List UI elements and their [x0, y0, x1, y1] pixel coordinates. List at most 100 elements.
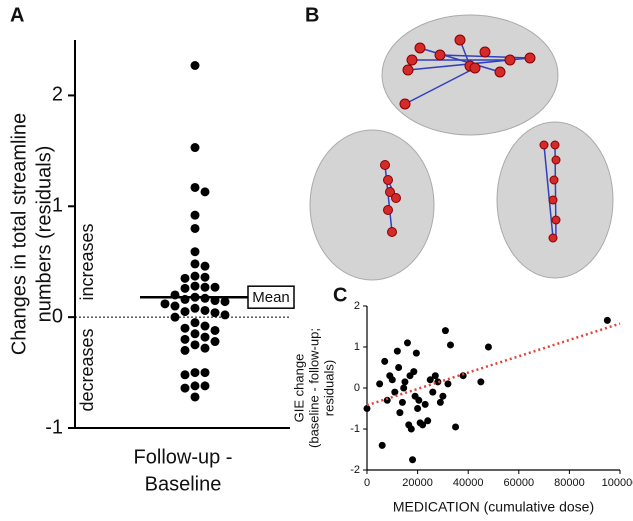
data-point [431, 372, 439, 380]
mean-box [247, 285, 295, 309]
data-point [396, 409, 404, 417]
data-point [200, 368, 210, 378]
data-point [190, 392, 200, 402]
data-point [200, 261, 210, 271]
nodes [380, 34, 561, 243]
data-point [407, 425, 415, 433]
data-point [180, 334, 190, 344]
data-point [180, 307, 190, 317]
data-point [190, 271, 200, 281]
data-point [444, 380, 452, 388]
data-point [419, 421, 427, 429]
data-point [190, 303, 200, 313]
data-point [383, 396, 391, 404]
y-tick-label: 1 [354, 341, 360, 353]
y-axis-label: GIE change [291, 354, 306, 423]
data-point [403, 339, 411, 347]
data-point [210, 282, 220, 292]
annotation: increases [77, 223, 97, 300]
panel-label: A [10, 4, 24, 26]
x-tick-label: 100000 [602, 477, 633, 489]
data-point [376, 380, 384, 388]
data-point [378, 441, 386, 449]
y-axis-label: residuals) [321, 360, 336, 416]
data-point [190, 381, 200, 391]
x-tick-label: Follow-up - [134, 446, 233, 468]
data-point [190, 329, 200, 339]
data-point [400, 384, 408, 392]
data-point [160, 299, 170, 309]
data-point [170, 312, 180, 322]
y-axis-label: (baseline - follow-up; [306, 328, 321, 448]
data-point [200, 332, 210, 342]
x-tick-label: Baseline [145, 473, 222, 495]
x-tick-label: 40000 [453, 477, 484, 489]
y-tick-label: 1 [52, 195, 63, 217]
data-point [200, 381, 210, 391]
data-point [409, 456, 417, 464]
panel-label: C [333, 284, 347, 306]
data-point [200, 343, 210, 353]
brain-sagittal [381, 14, 559, 136]
data-point [410, 368, 418, 376]
annotation: decreases [77, 328, 97, 411]
brain-views: B [305, 4, 614, 281]
data-point [180, 273, 190, 283]
data-point [398, 398, 406, 406]
mean-label: Mean [252, 289, 290, 306]
y-axis-label: numbers (residuals) [33, 146, 55, 323]
data-point [190, 340, 200, 350]
data-point [484, 343, 492, 351]
data-point [220, 297, 230, 307]
data-point [180, 383, 190, 393]
data-point [415, 396, 423, 404]
data-point [603, 316, 611, 324]
data-point [429, 388, 437, 396]
x-axis-label: MEDICATION (cumulative dose) [393, 499, 594, 515]
data-point [434, 378, 442, 386]
y-tick-label: -2 [350, 464, 360, 476]
data-point [190, 60, 200, 70]
data-point [381, 357, 389, 365]
y-tick-label: 0 [52, 305, 63, 327]
data-point [180, 370, 190, 380]
data-point [395, 364, 403, 371]
data-point [210, 325, 220, 335]
trend-line [366, 322, 621, 407]
y-tick-label: 2 [52, 84, 63, 106]
x-tick-label: 60000 [504, 477, 535, 489]
y-tick-label: 2 [354, 300, 360, 312]
data-point [190, 281, 200, 291]
data-point [412, 349, 420, 357]
data-point [459, 372, 467, 380]
data-point [180, 345, 190, 355]
data-point [401, 378, 409, 386]
data-point [439, 392, 447, 400]
data-point [363, 405, 371, 412]
data-point [180, 323, 190, 333]
data-point [170, 301, 180, 311]
brain-coronal [309, 129, 435, 281]
data-point [200, 187, 210, 197]
x-tick-label: 20000 [402, 477, 433, 489]
data-point [424, 417, 432, 425]
data-point [210, 308, 220, 318]
x-tick-label: 0 [364, 477, 370, 489]
data-point [190, 223, 200, 233]
data-point [426, 376, 434, 384]
data-point [200, 272, 210, 282]
data-point [190, 259, 200, 269]
data-point [190, 182, 200, 192]
data-point [180, 283, 190, 293]
data-point [190, 368, 200, 378]
x-tick-label: 80000 [554, 477, 585, 489]
data-point [200, 305, 210, 315]
data-point [436, 398, 444, 406]
y-tick-label: -1 [45, 416, 63, 438]
data-point [190, 210, 200, 220]
data-point [210, 337, 220, 347]
data-point [452, 423, 460, 431]
y-tick-label: -1 [350, 423, 360, 435]
data-point [200, 282, 210, 292]
